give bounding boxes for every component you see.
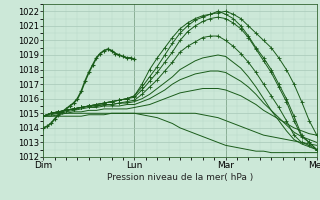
X-axis label: Pression niveau de la mer( hPa ): Pression niveau de la mer( hPa ) xyxy=(107,173,253,182)
